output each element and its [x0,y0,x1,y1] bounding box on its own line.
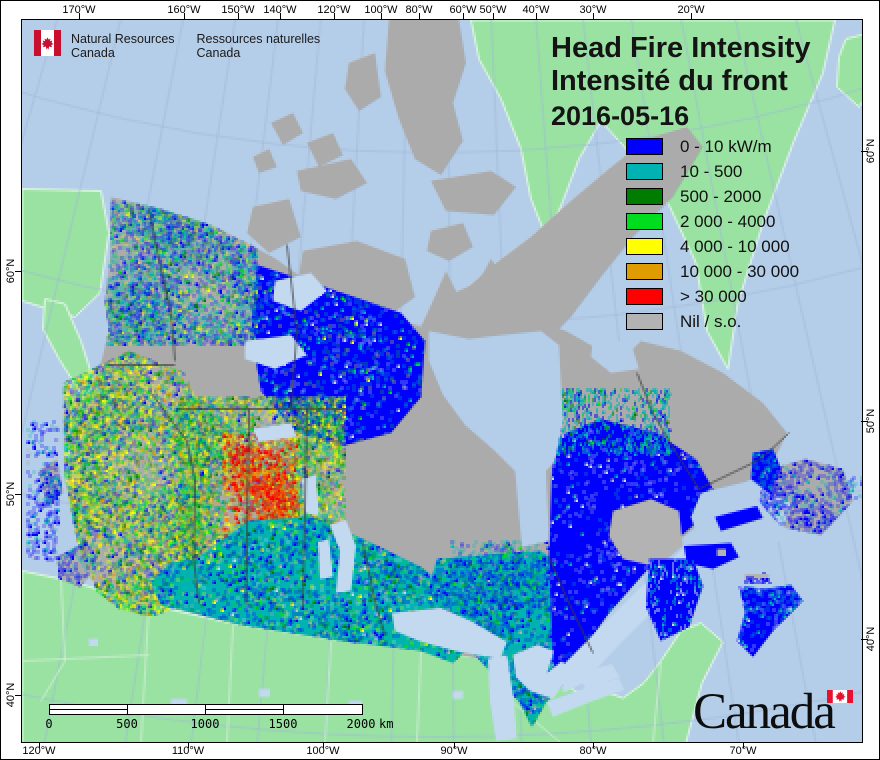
longitude-label-top: 140°W [263,4,297,16]
scale-bar-number: 500 [116,717,138,731]
legend-item: 0 - 10 kW/m [626,134,772,159]
tick-mark [280,13,281,19]
legend-item: Nil / s.o. [626,309,741,334]
tick-mark [15,271,22,272]
maple-leaf-icon [41,36,54,50]
tick-mark [536,13,537,19]
tick-mark [861,421,868,422]
scale-bar [49,704,363,715]
legend-swatch [626,188,663,205]
tick-mark [334,13,335,19]
legend-swatch [626,163,663,180]
legend-label: Nil / s.o. [680,311,742,331]
legend-swatch [626,263,663,280]
scale-bar-segment [128,705,206,714]
longitude-label-top: 80°W [405,4,433,16]
tick-mark [419,13,420,19]
tick-mark [463,13,464,19]
longitude-label-bottom: 110°W [171,745,205,757]
scale-bar-number: 2000 [346,717,376,731]
agency-fr-line1: Ressources naturelles [196,32,321,46]
legend-label: 2 000 - 4000 [680,211,776,231]
title-english: Head Fire Intensity [551,32,811,64]
wordmark-text: Canada [693,684,836,740]
agency-en-line1: Natural Resources [71,32,175,46]
map-frame [21,19,863,743]
tick-mark [238,13,239,19]
title-french: Intensité du front [551,65,788,97]
legend-swatch [626,313,663,330]
legend-item: 500 - 2000 [626,184,761,209]
legend-label: > 30 000 [680,286,747,306]
legend-item: 4 000 - 10 000 [626,234,790,259]
longitude-label-top: 20°W [677,4,705,16]
scale-bar-segment [284,705,362,714]
tick-mark [454,742,455,748]
agency-fr-line2: Canada [196,46,241,60]
longitude-label-top: 30°W [579,4,607,16]
longitude-label-top: 50°W [479,4,507,16]
tick-mark [861,151,868,152]
legend-item: 2 000 - 4000 [626,209,775,234]
legend-swatch [626,213,663,230]
longitude-label-bottom: 70°W [729,745,757,757]
tick-mark [323,742,324,748]
legend-label: 10 000 - 30 000 [680,261,800,281]
longitude-label-top: 120°W [317,4,351,16]
legend-label: 0 - 10 kW/m [680,136,772,156]
tick-mark [79,13,80,19]
map-date: 2016-05-16 [551,101,690,131]
tick-mark [593,742,594,748]
scale-bar-segment [50,705,128,714]
longitude-label-top: 170°W [62,4,96,16]
legend-label: 10 - 500 [680,161,743,181]
scale-bar-segment [206,705,284,714]
legend-item: > 30 000 [626,284,747,309]
canadian-flag-icon [34,30,61,56]
longitude-label-bottom: 120°W [22,745,56,757]
longitude-label-bottom: 90°W [440,745,468,757]
agency-name-en: Natural Resources Canada [71,32,175,60]
longitude-label-bottom: 100°W [306,745,340,757]
longitude-label-top: 160°W [167,4,201,16]
tick-mark [39,742,40,748]
tick-mark [593,13,594,19]
legend-label: 500 - 2000 [680,186,762,206]
agency-name-fr: Ressources naturelles Canada [197,32,321,60]
legend-swatch [626,138,663,155]
agency-en-line2: Canada [71,46,115,60]
legend-swatch [626,288,663,305]
canada-wordmark: Canada [693,683,871,741]
legend-item: 10 - 500 [626,159,742,184]
canada-fire-intensity-map [22,20,862,742]
tick-mark [15,494,22,495]
longitude-label-top: 100°W [364,4,398,16]
longitude-label-top: 60°W [449,4,477,16]
canadian-flag-icon [827,690,853,703]
legend-item: 10 000 - 30 000 [626,259,799,284]
longitude-label-top: 40°W [522,4,550,16]
tick-mark [861,639,868,640]
tick-mark [188,742,189,748]
tick-mark [381,13,382,19]
map-title: Head Fire Intensity Intensité du front 2… [551,32,810,133]
longitude-label-bottom: 80°W [579,745,607,757]
tick-mark [493,13,494,19]
tick-mark [691,13,692,19]
scale-bar-number: 0 [45,717,53,731]
tick-mark [15,695,22,696]
tick-mark [743,742,744,748]
scale-bar-number: 1500 [268,717,298,731]
legend-swatch [626,238,663,255]
longitude-label-top: 150°W [221,4,255,16]
tick-mark [184,13,185,19]
nrcan-signature: Natural Resources Canada Ressources natu… [34,30,320,60]
scale-bar-number: 1000 [190,717,220,731]
legend-label: 4 000 - 10 000 [680,236,790,256]
scale-bar-unit: km [379,717,394,731]
